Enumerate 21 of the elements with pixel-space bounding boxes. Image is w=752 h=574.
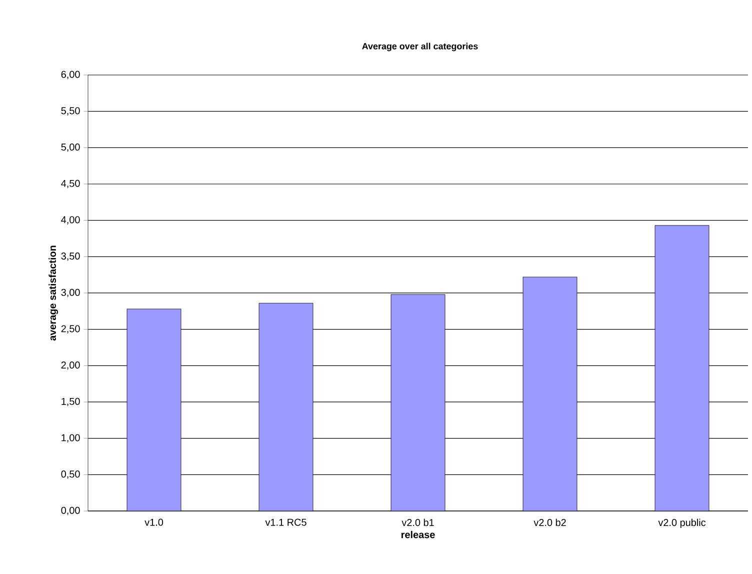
y-tick-label: 3,00	[61, 288, 80, 298]
x-axis-title: release	[401, 530, 435, 538]
y-tick-label: 4,00	[61, 216, 80, 224]
y-tick-label: 3,50	[61, 252, 80, 261]
x-tick-label: v1.0	[144, 518, 164, 526]
y-tick-label: 0,00	[61, 506, 80, 516]
x-tick-label: v2.0 b2	[534, 518, 566, 526]
y-tick-label: 0,50	[61, 470, 80, 479]
y-tick-label: 1,50	[62, 398, 80, 406]
x-tick-label: v1.1 RC5	[265, 518, 306, 526]
y-tick-label: 6,00	[61, 70, 80, 80]
y-tick-label: 2,00	[61, 362, 80, 370]
x-tick-label: v2.0 public	[658, 518, 706, 528]
y-axis-title: average satisfaction	[48, 246, 58, 341]
y-tick-label: 4,50	[61, 180, 80, 188]
y-tick-label: 5,00	[61, 144, 80, 152]
y-tick-label: 5,50	[61, 107, 80, 116]
x-tick-label: v2.0 b1	[402, 518, 434, 526]
y-tick-label: 1,00	[62, 434, 80, 442]
chart-title: Average over all categories	[362, 42, 478, 52]
y-tick-label: 2,50	[61, 325, 80, 334]
